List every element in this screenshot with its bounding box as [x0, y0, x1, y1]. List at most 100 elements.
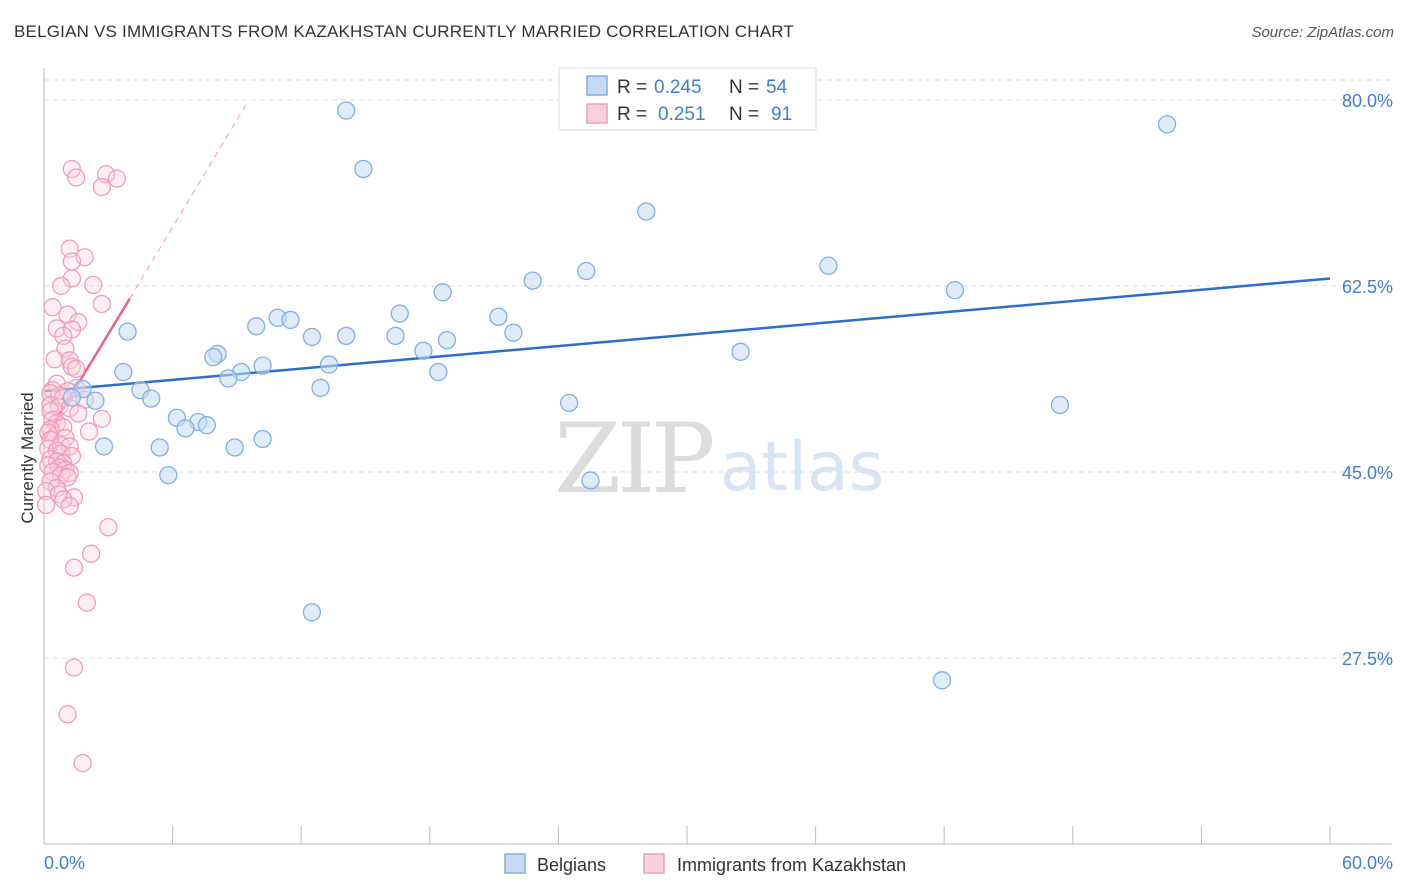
kazakhstan-point	[79, 422, 99, 441]
stats-belgians-r-value: 0.245	[654, 77, 702, 98]
legend-kazakhstan-label: Immigrants from Kazakhstan	[677, 855, 906, 875]
y-tick-label: 80.0%	[1342, 91, 1393, 111]
source-credit: Source: ZipAtlas.com	[1251, 24, 1394, 41]
belgians-point	[302, 327, 322, 347]
belgians-point	[559, 393, 579, 412]
belgians-point	[142, 389, 161, 408]
stats-belgians-swatch	[586, 75, 608, 96]
stats-kazakhstan-r-label: R =	[617, 104, 647, 125]
stats-belgians-r-label: R =	[617, 77, 647, 98]
belgians-point	[932, 671, 952, 690]
watermark-atlas: atlas	[720, 428, 884, 507]
belgians-point	[176, 419, 195, 438]
belgians-point	[159, 465, 178, 485]
belgians-point	[86, 391, 105, 410]
data-points	[36, 101, 1177, 773]
legend-belgians-swatch	[504, 853, 526, 874]
axes	[43, 68, 1392, 845]
stats-kazakhstan-n-value: 91	[771, 104, 792, 125]
stats-kazakhstan-r-value: 0.251	[658, 104, 706, 125]
kazakhstan-point	[84, 275, 103, 295]
kazakhstan-point	[67, 168, 86, 187]
belgians-point	[150, 438, 169, 457]
kazakhstan-point	[47, 319, 67, 338]
belgians-point	[337, 326, 356, 346]
kazakhstan-point	[51, 276, 71, 296]
kazakhstan-point	[45, 350, 64, 369]
stats-belgians-n-value: 54	[766, 77, 788, 98]
kazakhstan-point	[62, 269, 82, 288]
watermark-zip: ZIP	[554, 403, 713, 515]
belgians-point	[204, 347, 223, 367]
kazakhstan-point	[73, 754, 92, 773]
kazakhstan-point	[39, 423, 58, 442]
belgians-point	[302, 603, 322, 622]
belgians-point	[637, 202, 656, 221]
belgians-point	[219, 369, 238, 388]
kazakhstan-point	[92, 409, 112, 428]
belgians-point	[437, 330, 457, 350]
series-legend: Belgians Immigrants from Kazakhstan	[504, 853, 906, 875]
belgians-point	[819, 256, 838, 275]
kazakhstan-point	[92, 294, 112, 314]
kazakhstan-point	[36, 495, 56, 515]
kazakhstan-point	[62, 252, 82, 271]
kazakhstan-point	[60, 496, 79, 516]
belgians-point	[94, 437, 114, 456]
belgians-point	[386, 326, 405, 346]
kazakhstan-point	[82, 544, 101, 563]
x-tick-label: 0.0%	[44, 853, 85, 873]
belgians-point	[489, 307, 508, 326]
belgians-point	[731, 342, 750, 361]
belgians-point	[62, 388, 82, 407]
kazakhstan-point	[107, 169, 127, 188]
belgians-point	[311, 378, 330, 398]
belgians-point	[114, 362, 133, 382]
kazakhstan-point	[64, 558, 84, 577]
legend-belgians-label: Belgians	[537, 855, 606, 875]
tick-labels: 27.5% 45.0% 62.5% 80.0% 0.0% 60.0%	[44, 91, 1393, 873]
stats-belgians-n-label: N =	[729, 77, 759, 98]
belgians-point	[414, 341, 433, 360]
kazakhstan-point	[92, 177, 112, 197]
belgians-point	[523, 271, 542, 290]
belgians-point	[281, 310, 300, 330]
belgians-point	[253, 356, 272, 375]
kazakhstan-trend-extension	[129, 101, 249, 299]
belgians-point	[945, 281, 965, 300]
kazakhstan-point	[69, 312, 88, 332]
belgians-point	[225, 438, 244, 457]
stats-kazakhstan-swatch	[586, 103, 608, 124]
belgians-point	[319, 355, 339, 374]
belgians-point	[337, 101, 356, 120]
kazakhstan-point	[58, 705, 77, 724]
kazakhstan-point	[77, 593, 97, 612]
kazakhstan-point	[58, 305, 77, 324]
belgians-point	[354, 159, 373, 179]
belgians-point	[118, 322, 137, 341]
belgians-point	[390, 304, 409, 323]
x-tick-label: 60.0%	[1342, 853, 1393, 873]
belgians-point	[581, 471, 600, 490]
belgians-point	[1050, 395, 1070, 415]
belgians-point	[247, 317, 266, 336]
legend-kazakhstan-swatch	[643, 853, 665, 874]
belgians-point	[504, 323, 523, 342]
y-tick-label: 62.5%	[1342, 277, 1393, 297]
y-tick-label: 27.5%	[1342, 649, 1393, 669]
belgians-point	[577, 261, 596, 281]
belgians-point	[1157, 115, 1177, 134]
trend-lines	[42, 101, 1331, 441]
y-tick-label: 45.0%	[1342, 463, 1393, 483]
kazakhstan-point	[99, 518, 118, 537]
kazakhstan-point	[62, 159, 82, 179]
stats-legend: R = 0.245 N = 54 R = 0.251 N = 91	[558, 67, 817, 131]
belgians-point	[197, 416, 217, 435]
kazakhstan-point	[67, 359, 86, 378]
kazakhstan-trend-line	[42, 298, 131, 441]
belgians-point	[433, 283, 452, 302]
chart-title: BELGIAN VS IMMIGRANTS FROM KAZAKHSTAN CU…	[14, 22, 795, 41]
belgians-point	[429, 362, 448, 382]
belgians-point	[253, 429, 272, 449]
